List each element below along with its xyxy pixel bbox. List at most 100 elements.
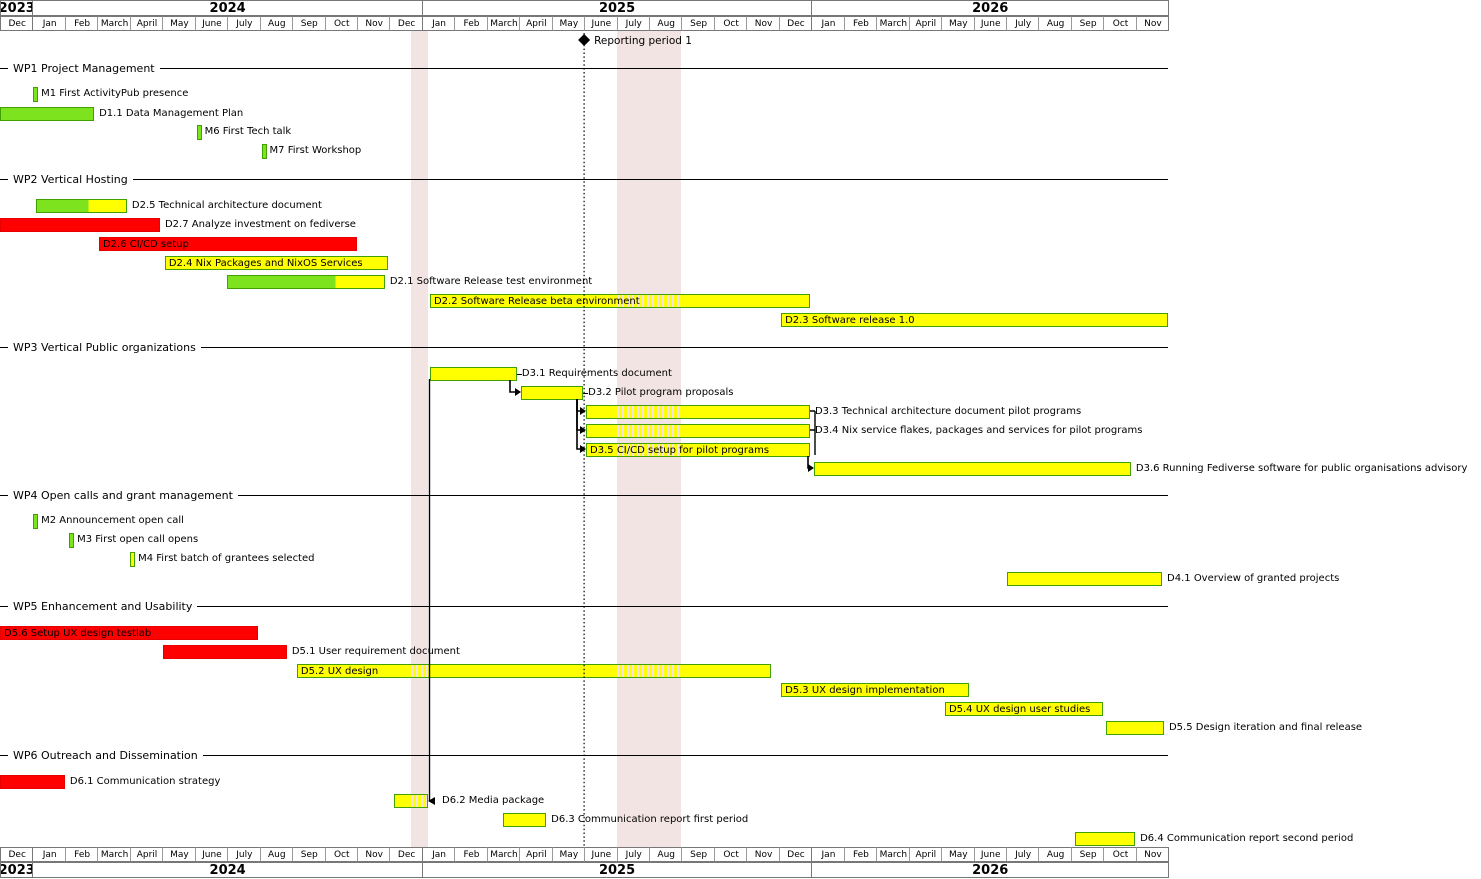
axis-month-cell: March [876,847,910,862]
dependency-arrowhead-right [515,388,521,396]
task-label-D3.5: D3.5 CI/CD setup for pilot programs [590,445,770,456]
task-label-D4.1: D4.1 Overview of granted projects [1167,573,1340,584]
section-rule [202,754,1168,756]
axis-month-cell: June [973,847,1007,862]
task-bar-D5.2[interactable]: D5.2 UX design [296,664,771,678]
axis-month-cell: Aug [1038,847,1072,862]
task-bar-D2.6[interactable]: D2.6 CI/CD setup [98,237,357,251]
section-header-WP2: WP2 Vertical Hosting [0,171,1168,187]
axis-year-cell: 2024 [32,0,423,16]
axis-month-cell: April [129,16,164,31]
task-bar-D2.1[interactable] [227,275,385,289]
axis-month-cell: June [194,847,229,862]
task-label-D2.1: D2.1 Software Release test environment [389,276,593,287]
dependency-elbow [807,456,809,469]
axis-month-cell: Feb [64,847,99,862]
axis-month-cell: May [162,16,196,31]
task-bar-D5.1[interactable] [162,645,287,659]
section-header-WP1: WP1 Project Management [0,60,1168,76]
task-bar-D4.1[interactable] [1006,572,1163,586]
axis-year-cell: 2023 [0,862,34,878]
task-bar-D5.3[interactable]: D5.3 UX design implementation [781,683,969,697]
task-bar-D6.3[interactable] [502,813,547,827]
task-bar-D3.4[interactable] [586,424,810,438]
section-rule-dash [0,67,8,69]
milestone-M4[interactable] [130,552,136,567]
axis-month-cell: June [194,16,229,31]
task-bar-D1.1[interactable] [0,107,95,121]
milestone-M3[interactable] [69,533,75,548]
milestone-M7[interactable] [261,144,267,159]
axis-month-cell: Sep [1070,847,1105,862]
task-label-D2.2: D2.2 Software Release beta environment [433,296,640,307]
milestone-M1[interactable] [33,87,39,102]
milestone-M2[interactable] [33,514,39,529]
milestone-label-M4: M4 First batch of grantees selected [138,553,315,564]
task-bar-D3.5[interactable]: D3.5 CI/CD setup for pilot programs [586,443,810,457]
axis-month-cell: Feb [843,847,878,862]
task-bar-D5.4[interactable]: D5.4 UX design user studies [944,702,1103,716]
section-rule [237,494,1168,496]
task-bar-D5.6[interactable]: D5.6 Setup UX design testlab [0,626,258,640]
axis-month-cell: April [908,16,943,31]
task-bar-D3.3[interactable] [586,405,810,419]
axis-month-cell: Oct [713,847,748,862]
dependency-elbow [576,399,581,431]
task-label-D2.4: D2.4 Nix Packages and NixOS Services [168,258,363,269]
section-header-WP6: WP6 Outreach and Dissemination [0,747,1168,763]
bar-hatch-segment [411,665,428,677]
axis-month-cell: July [616,847,650,862]
axis-month-cell: Sep [292,16,326,31]
task-bar-D6.1[interactable] [0,775,65,789]
axis-month-cell: Dec [778,16,813,31]
task-bar-D3.1[interactable] [429,367,517,381]
axis-month-cell: Dec [0,16,34,31]
milestone-label-M7: M7 First Workshop [269,145,362,156]
task-bar-D2.5[interactable] [36,199,127,213]
task-bar-D6.4[interactable] [1075,832,1136,846]
task-bar-D3.6[interactable] [813,462,1131,476]
axis-month-cell: Dec [389,847,423,862]
task-bar-D2.4[interactable]: D2.4 Nix Packages and NixOS Services [164,256,389,270]
axis-month-cell: July [227,16,261,31]
task-label-D3.1: D3.1 Requirements document [521,368,672,379]
axis-month-cell: Oct [324,16,358,31]
axis-month-cell: Aug [259,847,294,862]
axis-month-cell: Jan [811,16,845,31]
milestone-M6[interactable] [196,125,202,140]
axis-year-cell: 2023 [0,0,34,16]
section-label: WP6 Outreach and Dissemination [13,748,198,762]
task-bar-D2.7[interactable] [0,218,160,232]
axis-month-cell: Oct [1103,847,1137,862]
axis-month-cell: March [97,847,131,862]
task-bar-D2.3[interactable]: D2.3 Software release 1.0 [781,313,1169,327]
section-label: WP2 Vertical Hosting [13,172,128,186]
axis-year-cell: 2026 [811,862,1170,878]
axis-month-cell: June [584,16,618,31]
task-bar-D6.2[interactable] [393,794,428,808]
task-label-D6.1: D6.1 Communication strategy [69,776,221,787]
task-bar-D2.2[interactable]: D2.2 Software Release beta environment [429,294,810,308]
section-header-WP4: WP4 Open calls and grant management [0,487,1168,503]
axis-month-cell: Feb [454,847,488,862]
axis-month-cell: March [876,16,910,31]
axis-month-cell: May [162,847,196,862]
axis-month-cell: Jan [421,847,456,862]
axis-month-cell: Feb [64,16,99,31]
bar-hatch-segment [616,444,682,456]
axis-month-cell: Oct [713,16,748,31]
section-rule [197,605,1168,607]
axis-month-cell: April [519,16,553,31]
axis-month-cell: Nov [746,16,780,31]
bar-hatch-segment [616,665,682,677]
task-bar-D5.5[interactable] [1105,721,1164,735]
axis-month-cell: Sep [1070,16,1105,31]
section-rule-dash [0,494,8,496]
milestone-label-M2: M2 Announcement open call [41,515,184,526]
axis-right-edge [1168,0,1169,31]
task-label-D2.3: D2.3 Software release 1.0 [785,315,915,326]
task-bar-D3.2[interactable] [521,386,584,400]
holiday-band [616,31,682,847]
axis-month-cell: Dec [778,847,813,862]
section-label: WP1 Project Management [13,61,155,75]
